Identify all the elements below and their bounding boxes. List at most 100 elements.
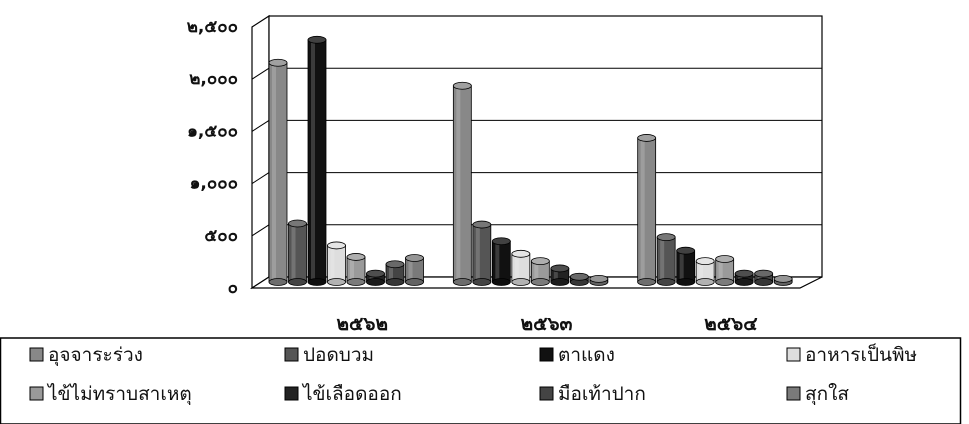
bar-base [405, 278, 424, 286]
bar-top [366, 269, 385, 278]
bar [589, 274, 609, 286]
bar-base [656, 278, 676, 286]
bar [385, 260, 405, 286]
bar-base [366, 278, 385, 286]
bar-body [637, 137, 657, 283]
bar-body [676, 250, 696, 283]
gridline-side [251, 119, 270, 132]
legend-item: สุกใส [786, 383, 849, 406]
legend-item: มือเท้าปาก [539, 383, 646, 405]
bar-base [550, 278, 570, 286]
gridline-side [251, 224, 270, 237]
bar-top [385, 260, 405, 269]
bar-highlight [291, 223, 296, 282]
bar-highlight [534, 261, 539, 282]
legend-label: ไข้ไม่ทราบสาเหตุ [46, 383, 192, 406]
bar-base [385, 278, 405, 286]
legend-label: ปอดบวม [303, 344, 374, 366]
bar [695, 257, 715, 286]
legend-swatch [29, 347, 44, 362]
y-tick-label: ๐ [228, 278, 238, 298]
bar-highlight [757, 273, 762, 282]
bar [307, 35, 327, 286]
bar-base [452, 278, 472, 286]
bar-base [307, 278, 327, 286]
legend-label: อาหารเป็นพิษ [805, 342, 917, 366]
back-wall [268, 15, 823, 278]
bar-highlight [495, 241, 500, 282]
bar-top [550, 264, 570, 273]
bar-base [346, 278, 366, 286]
bar-top [676, 246, 696, 255]
bar-highlight [718, 259, 723, 282]
bar-top [472, 220, 492, 229]
legend-label: อุจจาระร่วง [48, 344, 143, 367]
bar-body [511, 253, 531, 283]
bar-highlight [514, 253, 519, 282]
legend-item: ไข้เลือดออก [284, 383, 402, 405]
bar-highlight [475, 224, 480, 282]
bar-top [754, 269, 774, 278]
bar-top [491, 237, 511, 246]
bar-body [656, 236, 676, 283]
legend-swatch [539, 386, 554, 401]
bar-base [676, 278, 696, 286]
bar-top [307, 35, 327, 44]
bar [530, 257, 550, 286]
x-tick-label: ๒๕๖๓ [521, 313, 573, 335]
bar-base [715, 278, 735, 286]
bar-base [472, 278, 492, 286]
bar-base [637, 278, 657, 286]
bar-body [288, 223, 307, 283]
bar-highlight [389, 264, 393, 282]
bar-base [327, 278, 346, 286]
gridline-side [251, 172, 270, 185]
bar-top [695, 257, 715, 266]
x-tick-label: ๒๕๖๒ [337, 313, 389, 335]
bar [405, 254, 424, 286]
bar-highlight [553, 268, 558, 282]
bar-body [327, 245, 346, 283]
bar-body [268, 62, 288, 283]
y-tick-label: ๕๐๐ [204, 226, 238, 246]
bar-base [734, 278, 754, 286]
bar-body [452, 85, 472, 283]
bar-top [656, 233, 676, 242]
bar [268, 58, 288, 286]
bar-highlight [456, 85, 461, 282]
bar-highlight [272, 62, 276, 283]
legend-label: ตาแดง [558, 344, 615, 366]
legend: อุจจาระร่วง ปอดบวม ตาแดง อาหารเป็นพิษไข้ไม่… [0, 337, 962, 424]
side-wall [251, 14, 270, 290]
bar [550, 264, 570, 286]
bar [676, 246, 696, 286]
legend-item: ปอดบวม [284, 344, 374, 366]
legend-item: อุจจาระร่วง [29, 344, 143, 367]
bar-top [589, 274, 609, 283]
legend-swatch [786, 347, 801, 362]
y-tick-label: ๒,๐๐๐ [189, 69, 238, 89]
bar-top [773, 274, 793, 283]
bar-highlight [350, 256, 354, 282]
bar [715, 255, 735, 286]
legend-label: ไข้เลือดออก [301, 383, 402, 405]
bar [288, 219, 307, 286]
bar-highlight [330, 245, 335, 282]
bar-base [491, 278, 511, 286]
bar-top [452, 81, 472, 90]
bar-base [511, 278, 531, 286]
legend-item: ตาแดง [539, 344, 615, 366]
bar [366, 269, 385, 286]
bar-top [715, 255, 735, 263]
bar [327, 241, 346, 286]
bar-layer [268, 35, 793, 286]
bar [754, 269, 774, 286]
bar [511, 249, 531, 286]
legend-label: มือเท้าปาก [558, 383, 646, 405]
bar-top [530, 257, 550, 266]
bar [491, 237, 511, 286]
bar-highlight [311, 39, 315, 283]
bar-body [307, 39, 327, 283]
y-tick-label: ๑,๐๐๐ [190, 174, 238, 194]
